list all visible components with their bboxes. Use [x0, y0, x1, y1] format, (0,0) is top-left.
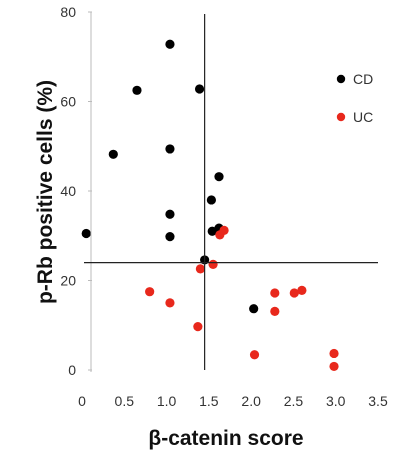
legend-marker-uc: [336, 112, 346, 122]
x-axis-label: β-catenin score: [148, 427, 303, 450]
data-point-uc: [329, 361, 339, 372]
y-axis-label: p-Rb positive cells (%): [34, 80, 57, 304]
legend-label-cd: CD: [353, 71, 373, 87]
data-point-uc: [195, 264, 205, 274]
x-tick-label: 3.0: [326, 393, 346, 409]
x-tick-label: 0.5: [115, 393, 135, 409]
y-tick-label: 60: [60, 94, 76, 110]
data-point-uc: [165, 298, 175, 308]
data-point-cd: [165, 209, 175, 219]
data-point-uc: [145, 287, 155, 297]
data-point-cd: [214, 172, 224, 182]
legend-label-uc: UC: [353, 109, 373, 125]
data-point-uc: [249, 350, 260, 360]
data-point-uc: [289, 288, 299, 298]
data-point-uc: [208, 259, 218, 269]
data-point-cd: [165, 232, 175, 242]
data-point-cd: [81, 228, 91, 239]
data-point-uc: [270, 306, 280, 316]
x-tick-label: 0: [78, 393, 86, 409]
plot-area: [81, 39, 339, 372]
data-point-cd: [165, 39, 175, 49]
x-tick-label: 2.5: [284, 393, 304, 409]
x-tick-label: 1.5: [199, 393, 219, 409]
data-point-cd: [194, 84, 205, 94]
data-point-cd: [249, 304, 259, 314]
data-point-uc: [219, 225, 229, 235]
legend-marker-cd: [336, 74, 346, 84]
axes: 0 20 40 60 80 0 0.5 1.0 1.5 2.0 2.5 3.0 3.5: [60, 4, 388, 409]
data-point-cd: [206, 195, 216, 205]
x-tick-label: 3.5: [368, 393, 388, 409]
y-tick-label: 80: [60, 4, 76, 20]
data-point-cd: [108, 149, 118, 159]
data-point-cd: [165, 144, 175, 154]
x-tick-label: 1.0: [157, 393, 177, 409]
x-tick-label: 2.0: [241, 393, 261, 409]
data-point-uc: [297, 285, 307, 295]
legend: CD UC: [336, 71, 373, 125]
data-point-uc: [329, 348, 339, 359]
data-point-cd: [132, 85, 142, 95]
y-tick-label: 0: [68, 362, 76, 378]
data-point-uc: [193, 321, 203, 332]
y-tick-label: 40: [60, 183, 76, 199]
data-point-uc: [270, 288, 280, 298]
y-tick-label: 20: [60, 273, 76, 289]
